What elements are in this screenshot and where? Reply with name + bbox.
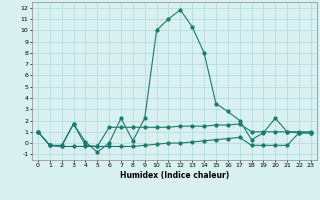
X-axis label: Humidex (Indice chaleur): Humidex (Indice chaleur) <box>120 171 229 180</box>
